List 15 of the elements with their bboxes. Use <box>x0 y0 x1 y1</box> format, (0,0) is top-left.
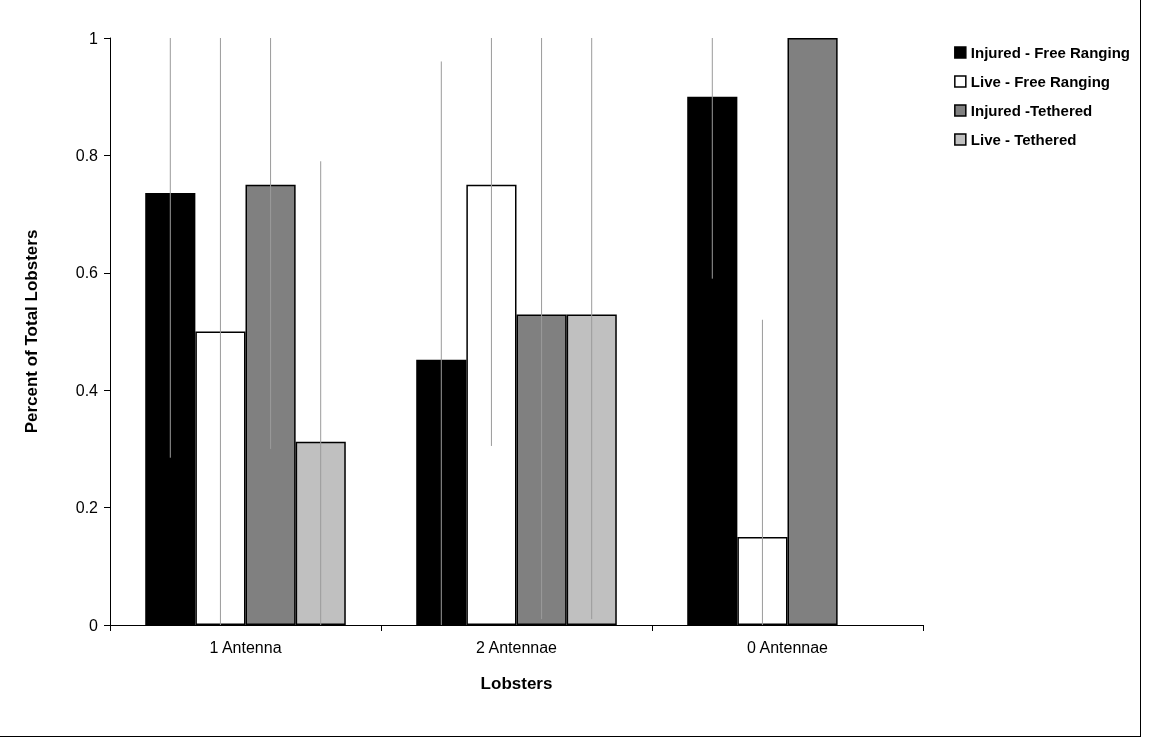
legend-label: Injured -Tethered <box>970 102 1093 119</box>
x-tick-label: 2 Antennae <box>476 638 558 656</box>
y-tick-label: 0.4 <box>75 381 99 399</box>
y-tick-label: 0.2 <box>75 499 99 517</box>
y-tick-label: 0.6 <box>75 264 99 282</box>
x-tick-label: 1 Antenna <box>209 638 282 656</box>
x-tick-label: 0 Antennae <box>747 638 829 656</box>
y-axis-title: Percent of Total Lobsters <box>22 229 41 434</box>
legend-label: Live - Free Ranging <box>970 73 1111 90</box>
x-axis-title: Lobsters <box>480 674 553 693</box>
y-tick-label: 0 <box>89 616 99 634</box>
y-tick-label: 0.8 <box>75 146 99 164</box>
legend-label: Injured - Free Ranging <box>970 44 1131 61</box>
y-tick-label: 1 <box>89 29 99 47</box>
legend-label: Live - Tethered <box>970 131 1077 148</box>
